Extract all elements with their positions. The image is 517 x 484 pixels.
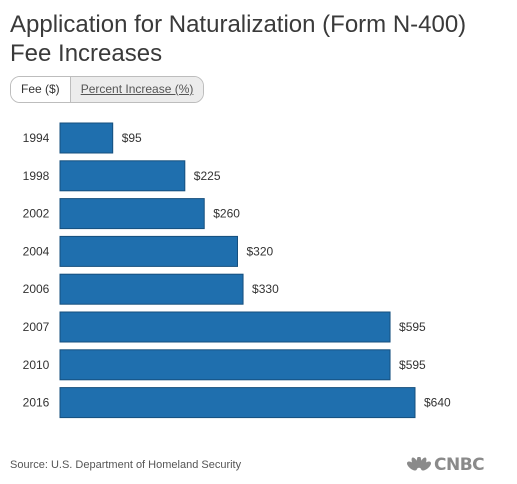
data-label: $595 <box>399 320 426 334</box>
bar[interactable] <box>59 349 391 381</box>
tab-fee[interactable]: Fee ($) <box>11 77 71 102</box>
bar[interactable] <box>59 198 205 230</box>
bar-chart: 1994 $95 1998 $225 2002 $260 2004 $320 2006 $330 2… <box>23 122 451 419</box>
source-note: Source: U.S. Department of Homeland Secu… <box>10 459 242 471</box>
category-label: 2007 <box>23 320 50 334</box>
data-label: $320 <box>247 244 274 258</box>
bar[interactable] <box>59 160 186 192</box>
category-label: 1994 <box>23 131 50 145</box>
category-label: 2016 <box>23 396 50 410</box>
data-label: $225 <box>194 169 221 183</box>
tab-percent-increase[interactable]: Percent Increase (%) <box>70 77 204 102</box>
data-label: $640 <box>424 396 451 410</box>
bar[interactable] <box>59 311 391 343</box>
cnbc-logo: CNBC <box>407 455 485 475</box>
bar[interactable] <box>59 273 244 305</box>
data-label: $95 <box>122 131 142 145</box>
category-label: 2002 <box>23 207 50 221</box>
bar[interactable] <box>59 387 416 419</box>
category-label: 2010 <box>23 358 50 372</box>
data-label: $595 <box>399 358 426 372</box>
bar[interactable] <box>59 235 238 267</box>
nbc-peacock-icon <box>407 457 431 471</box>
view-toggle: Fee ($) Percent Increase (%) <box>10 76 205 103</box>
category-label: 1998 <box>23 169 50 183</box>
bar[interactable] <box>59 122 114 154</box>
category-label: 2006 <box>23 282 50 296</box>
category-label: 2004 <box>23 244 50 258</box>
logo-wordmark: CNBC <box>434 455 485 475</box>
data-label: $260 <box>213 207 240 221</box>
chart-title: Application for Naturalization (Form N-4… <box>10 11 467 67</box>
data-label: $330 <box>252 282 279 296</box>
